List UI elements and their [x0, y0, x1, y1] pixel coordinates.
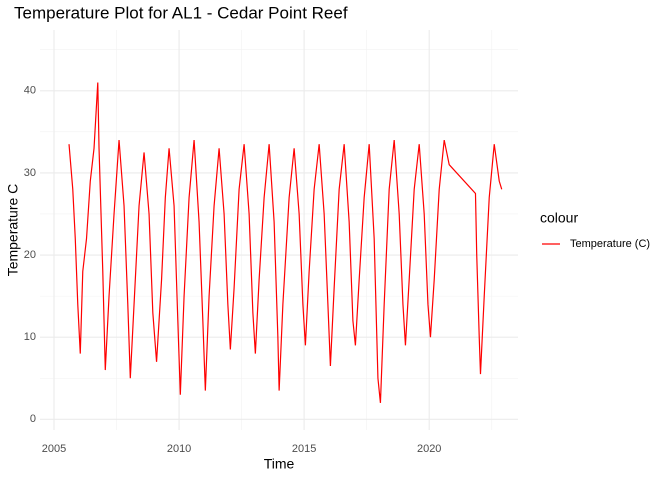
x-tick-label: 2010 [167, 443, 191, 455]
y-tick-label: 40 [24, 85, 36, 97]
y-tick-label: 30 [24, 167, 36, 179]
legend-label: Temperature (C) [570, 238, 650, 250]
y-axis-label: Temperature C [5, 184, 21, 277]
x-tick-label: 2020 [417, 443, 441, 455]
x-axis-label: Time [264, 456, 295, 472]
legend-title: colour [540, 210, 578, 226]
y-tick-label: 20 [24, 249, 36, 261]
data-line [68, 82, 503, 403]
x-tick-label: 2005 [42, 443, 66, 455]
y-tick-label: 0 [30, 413, 36, 425]
x-tick-label: 2015 [292, 443, 316, 455]
chart-title: Temperature Plot for AL1 - Cedar Point R… [14, 3, 348, 22]
y-tick-label: 10 [24, 331, 36, 343]
